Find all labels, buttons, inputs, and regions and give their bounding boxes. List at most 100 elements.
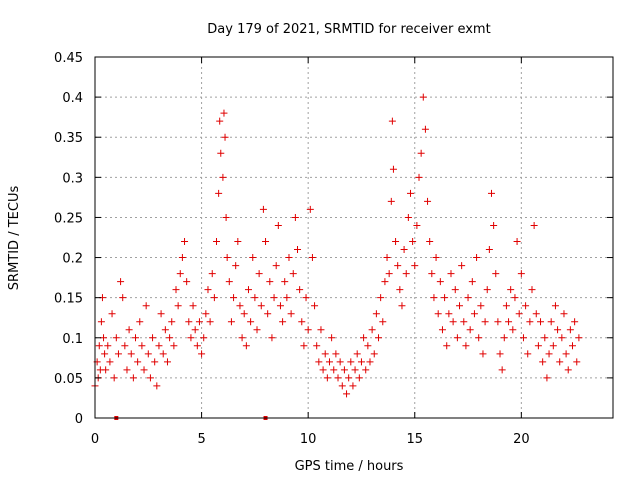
data-point bbox=[389, 165, 397, 173]
data-point bbox=[357, 358, 365, 366]
data-point bbox=[227, 318, 235, 326]
data-point bbox=[281, 278, 289, 286]
data-point bbox=[554, 326, 562, 334]
data-point bbox=[517, 270, 525, 278]
data-point bbox=[381, 278, 389, 286]
data-point bbox=[230, 294, 238, 302]
data-point bbox=[121, 342, 129, 350]
data-point bbox=[383, 254, 391, 262]
data-point bbox=[287, 310, 295, 318]
data-point bbox=[524, 350, 532, 358]
y-tick-label: 0.25 bbox=[54, 211, 83, 226]
data-point bbox=[417, 149, 425, 157]
data-point bbox=[242, 342, 250, 350]
data-point bbox=[560, 310, 568, 318]
data-point bbox=[311, 302, 319, 310]
data-point bbox=[306, 205, 314, 213]
data-point bbox=[234, 238, 242, 246]
data-point bbox=[289, 270, 297, 278]
data-point bbox=[123, 366, 131, 374]
data-point bbox=[528, 286, 536, 294]
data-point bbox=[479, 350, 487, 358]
data-point bbox=[283, 294, 291, 302]
data-point bbox=[202, 310, 210, 318]
data-point bbox=[498, 366, 506, 374]
data-point bbox=[206, 318, 214, 326]
data-point bbox=[161, 326, 169, 334]
data-point bbox=[366, 358, 374, 366]
data-point bbox=[232, 262, 240, 270]
data-point bbox=[438, 326, 446, 334]
data-point bbox=[453, 334, 461, 342]
data-point bbox=[360, 334, 368, 342]
data-point bbox=[219, 173, 227, 181]
data-point bbox=[142, 302, 150, 310]
data-point bbox=[134, 358, 142, 366]
data-point bbox=[247, 318, 255, 326]
y-tick-label: 0.1 bbox=[62, 332, 83, 347]
data-point bbox=[355, 374, 363, 382]
data-point bbox=[385, 270, 393, 278]
data-point bbox=[95, 342, 103, 350]
data-point bbox=[562, 350, 570, 358]
y-tick-label: 0.45 bbox=[54, 51, 83, 66]
data-point bbox=[204, 286, 212, 294]
x-tick-label: 15 bbox=[406, 432, 423, 447]
data-point bbox=[138, 342, 146, 350]
data-point bbox=[266, 278, 274, 286]
data-point bbox=[291, 213, 299, 221]
x-axis-label: GPS time / hours bbox=[295, 459, 404, 474]
data-point bbox=[144, 350, 152, 358]
data-point bbox=[304, 326, 312, 334]
data-point bbox=[317, 326, 325, 334]
data-point bbox=[490, 221, 498, 229]
data-point bbox=[178, 254, 186, 262]
data-point bbox=[573, 358, 581, 366]
data-point bbox=[447, 270, 455, 278]
data-point bbox=[215, 189, 223, 197]
axis-ticks: 0 0.05 0.1 0.15 0.2 0.25 0.3 0.35 0.4 0.45 0 5 10 15 2… bbox=[54, 51, 613, 447]
data-point bbox=[170, 342, 178, 350]
data-point bbox=[351, 366, 359, 374]
data-point bbox=[222, 213, 230, 221]
data-point bbox=[221, 133, 229, 141]
data-point bbox=[296, 286, 304, 294]
data-point bbox=[394, 262, 402, 270]
data-point bbox=[492, 270, 500, 278]
data-point bbox=[568, 342, 576, 350]
data-point bbox=[338, 382, 346, 390]
data-point bbox=[513, 238, 521, 246]
data-point bbox=[300, 342, 308, 350]
data-point bbox=[509, 326, 517, 334]
data-point bbox=[302, 294, 310, 302]
data-point bbox=[505, 318, 513, 326]
data-point bbox=[319, 366, 327, 374]
data-point bbox=[545, 350, 553, 358]
data-point bbox=[377, 294, 385, 302]
data-point bbox=[236, 302, 244, 310]
data-point bbox=[334, 374, 342, 382]
data-point bbox=[353, 350, 361, 358]
y-tick-label: 0.05 bbox=[54, 372, 83, 387]
data-point bbox=[345, 374, 353, 382]
data-point bbox=[213, 238, 221, 246]
data-point bbox=[443, 342, 451, 350]
data-point bbox=[496, 350, 504, 358]
data-point bbox=[220, 109, 228, 117]
data-point bbox=[153, 382, 161, 390]
data-point bbox=[279, 318, 287, 326]
data-point bbox=[519, 334, 527, 342]
data-point bbox=[132, 334, 140, 342]
y-tick-label: 0.3 bbox=[62, 171, 83, 186]
data-point bbox=[460, 318, 468, 326]
data-point bbox=[136, 318, 144, 326]
x-tick-label: 10 bbox=[300, 432, 317, 447]
data-point bbox=[451, 286, 459, 294]
data-point bbox=[415, 173, 423, 181]
data-points bbox=[91, 93, 583, 398]
data-point bbox=[372, 310, 380, 318]
data-point bbox=[400, 246, 408, 254]
data-point bbox=[106, 358, 114, 366]
data-point bbox=[262, 238, 270, 246]
data-point bbox=[340, 366, 348, 374]
